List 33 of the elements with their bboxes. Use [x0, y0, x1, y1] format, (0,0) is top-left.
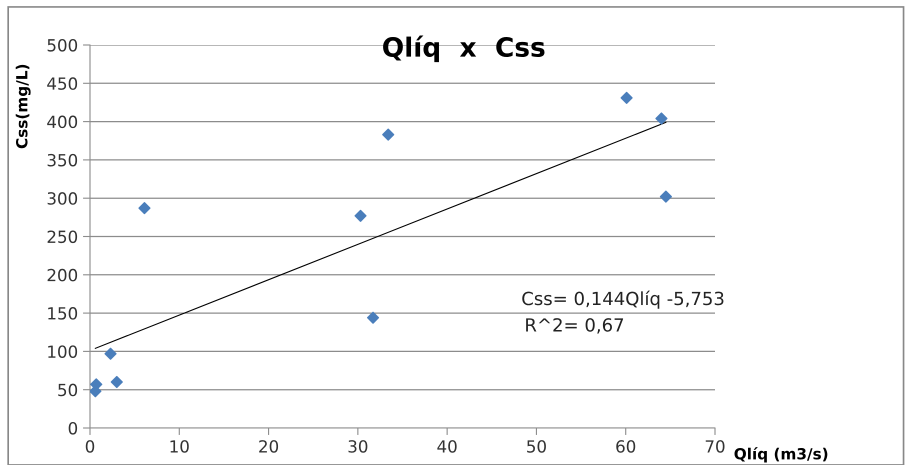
x-tick-label: 60 — [616, 440, 636, 453]
y-tick-label: 500 — [48, 38, 78, 52]
chart-title: Qlíq x Css — [383, 36, 544, 62]
y-tick-label: 200 — [48, 268, 78, 282]
x-tick-label: 50 — [527, 440, 546, 453]
x-tick-label: 10 — [170, 440, 189, 453]
point — [138, 202, 151, 214]
y-tick-label: 450 — [47, 77, 78, 90]
y-tick-label: 0 — [68, 422, 78, 435]
point — [104, 348, 117, 360]
x-tick-label: 20 — [259, 440, 278, 453]
x-tick-label: 70 — [706, 440, 724, 453]
y-tick-label: 50 — [58, 384, 78, 396]
y-tick-label: 100 — [48, 345, 78, 358]
y-tick-label: 400 — [47, 116, 78, 128]
y-tick-label: 350 — [48, 154, 78, 166]
y-tick-label: 250 — [48, 230, 78, 244]
y-tick-label: 150 — [48, 307, 78, 320]
point — [110, 376, 123, 388]
annotation: Css= 0,144Qlíq -5,753 — [522, 290, 724, 309]
point — [354, 210, 367, 222]
x-tick-label: 30 — [348, 440, 368, 453]
x-tick-label: 40 — [437, 440, 457, 453]
x-tick-label: 0 — [86, 440, 94, 453]
point — [660, 190, 672, 203]
point — [366, 312, 380, 324]
y-tick-label: 300 — [48, 192, 78, 205]
x-axis-title: Qlíq (m3/s) — [734, 447, 828, 463]
point — [382, 128, 394, 141]
point — [655, 112, 668, 125]
point — [620, 92, 633, 104]
y-axis-title: Css(mg/L) — [16, 64, 31, 148]
annotation: R^2= 0,67 — [526, 318, 624, 334]
